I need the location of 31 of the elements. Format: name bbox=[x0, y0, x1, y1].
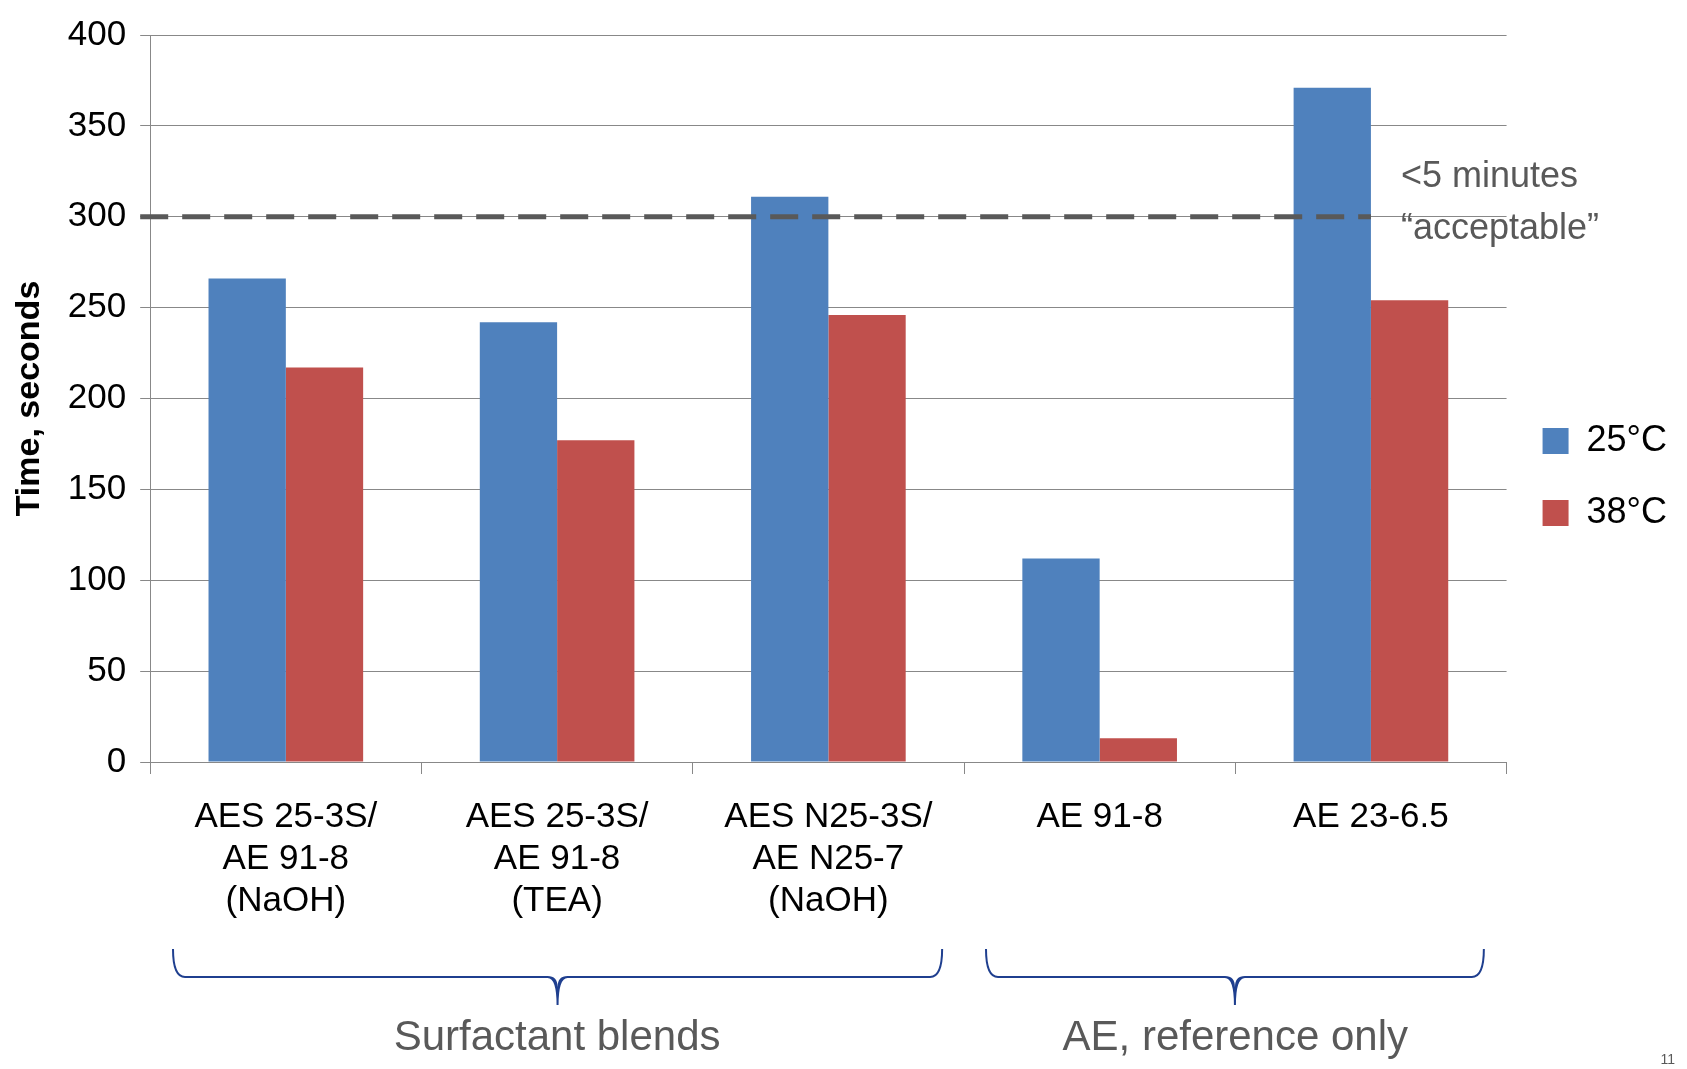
bar bbox=[285, 367, 364, 762]
y-tick-label: 0 bbox=[106, 739, 127, 779]
bar bbox=[208, 278, 286, 762]
bar bbox=[1370, 300, 1449, 762]
y-tick-label: 250 bbox=[67, 285, 127, 325]
ref-line-label: <5 minutes “acceptable” bbox=[1400, 153, 1600, 247]
text: 11 bbox=[1660, 1051, 1675, 1067]
x-tick-label: AE 23-6.5 bbox=[1293, 794, 1449, 834]
y-axis-title: Time, seconds bbox=[7, 280, 46, 517]
y-tick-label: 400 bbox=[67, 12, 127, 52]
legend-label: 25°C bbox=[1586, 417, 1667, 459]
x-tick-label: AE 91-8 bbox=[1036, 794, 1163, 834]
y-tick-label: 200 bbox=[67, 376, 127, 416]
bar bbox=[828, 314, 906, 762]
bar bbox=[1022, 558, 1100, 762]
y-tick-label: 350 bbox=[67, 103, 127, 143]
bar bbox=[557, 440, 635, 762]
y-tick-label: 50 bbox=[87, 648, 127, 688]
y-tick-label: 100 bbox=[67, 557, 127, 597]
legend-label: 38°C bbox=[1586, 489, 1667, 531]
x-tick-label: AES 25-3S/ AE 91-8 (NaOH) bbox=[194, 794, 378, 918]
text: AE, reference only bbox=[1062, 1012, 1409, 1060]
x-tick-label: AES N25-3S/ AE N25-7 (NaOH) bbox=[724, 794, 933, 918]
text: Surfactant blends bbox=[393, 1012, 721, 1060]
bar bbox=[1293, 87, 1371, 762]
x-tick-label: AES 25-3S/ AE 91-8 (TEA) bbox=[465, 794, 649, 918]
y-tick-label: 150 bbox=[67, 467, 127, 507]
y-tick-label: 300 bbox=[67, 194, 127, 234]
bar bbox=[479, 322, 558, 762]
bar bbox=[1099, 738, 1177, 762]
bar bbox=[751, 196, 829, 762]
